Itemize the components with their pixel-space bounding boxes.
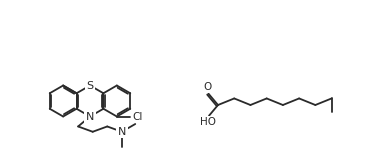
Text: HO: HO: [200, 117, 216, 127]
Text: N: N: [118, 127, 126, 137]
Text: N: N: [86, 112, 94, 121]
Text: S: S: [87, 80, 94, 91]
Text: Cl: Cl: [132, 112, 142, 121]
Text: O: O: [203, 82, 211, 92]
